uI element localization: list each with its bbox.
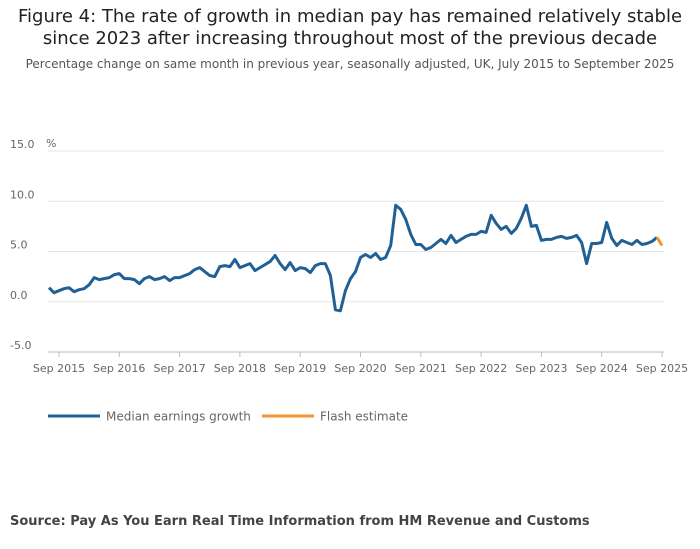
median-earnings-line: [47, 203, 658, 313]
chart-title-line1: Figure 4: The rate of growth in median p…: [17, 6, 683, 27]
x-tick-label: Sep 2016: [93, 362, 145, 375]
x-tick-label: Sep 2018: [214, 362, 266, 375]
x-tick-label: Sep 2024: [576, 362, 628, 375]
flash-estimate-line: [655, 236, 664, 247]
y-tick-label: 5.0: [10, 239, 28, 252]
gridlines: [48, 150, 664, 353]
legend-median-label: Median earnings growth: [106, 410, 251, 424]
legend-flash-label: Flash estimate: [320, 410, 408, 424]
x-tick-label: Sep 2020: [334, 362, 386, 375]
chart-title: Figure 4: The rate of growth in median p…: [0, 6, 700, 50]
x-tick-label: Sep 2015: [33, 362, 85, 375]
x-tick-label: Sep 2023: [515, 362, 567, 375]
y-tick-label: -5.0: [10, 339, 31, 352]
x-tick-label: Sep 2021: [395, 362, 447, 375]
legend: Median earnings growth Flash estimate: [48, 410, 408, 424]
y-tick-label: 15.0: [10, 138, 35, 151]
series-lines: [47, 203, 664, 313]
y-tick-label: 10.0: [10, 188, 35, 201]
source-note: Source: Pay As You Earn Real Time Inform…: [10, 514, 590, 529]
x-axis: Sep 2015 Sep 2016 Sep 2017 Sep 2018 Sep 2019…: [33, 352, 688, 375]
x-tick-label: Sep 2025: [636, 362, 688, 375]
chart-subtitle: Percentage change on same month in previ…: [25, 57, 675, 71]
y-axis: 15.0 10.0 5.0 0.0 -5.0%: [10, 137, 56, 352]
x-tick-label: Sep 2019: [274, 362, 326, 375]
y-axis-label: %: [46, 137, 56, 150]
x-tick-label: Sep 2017: [153, 362, 205, 375]
x-tick-label: Sep 2022: [455, 362, 507, 375]
y-tick-label: 0.0: [10, 289, 28, 302]
chart-title-line2: since 2023 after increasing throughout m…: [42, 28, 658, 49]
